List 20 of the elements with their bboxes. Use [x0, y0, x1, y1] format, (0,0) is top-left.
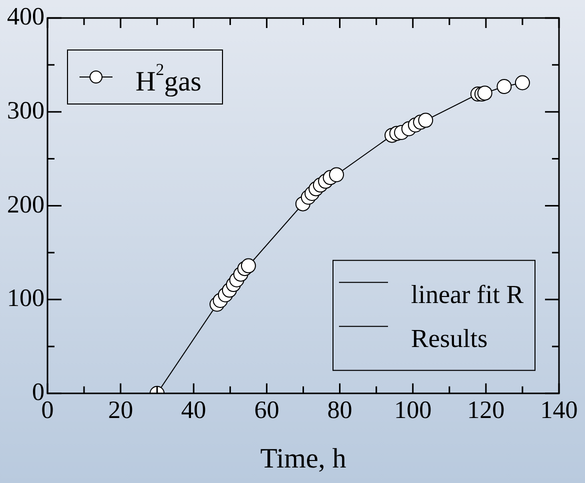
point: [329, 167, 344, 182]
y-tick-label: 400: [7, 4, 44, 31]
x-tick-label: 60: [254, 396, 280, 424]
annotation: linear fit R: [411, 280, 524, 310]
point: [418, 112, 434, 128]
y-tick-label: 100: [7, 285, 44, 312]
y-tick-label: 300: [7, 97, 44, 124]
point: [514, 75, 530, 90]
annotation: Results: [411, 324, 488, 354]
y-tick-label: 200: [7, 191, 44, 218]
x-tick-label: 100: [394, 396, 432, 424]
x-tick-label: 20: [108, 396, 134, 424]
point: [477, 86, 492, 101]
x-axis-title: Time, h: [260, 444, 346, 475]
x-tick-label: 140: [540, 396, 578, 424]
x-tick-label: 80: [327, 396, 352, 424]
point: [496, 79, 512, 94]
x-tick-label: 40: [181, 396, 206, 424]
point: [240, 258, 256, 274]
x-tick-label: 120: [467, 396, 505, 424]
